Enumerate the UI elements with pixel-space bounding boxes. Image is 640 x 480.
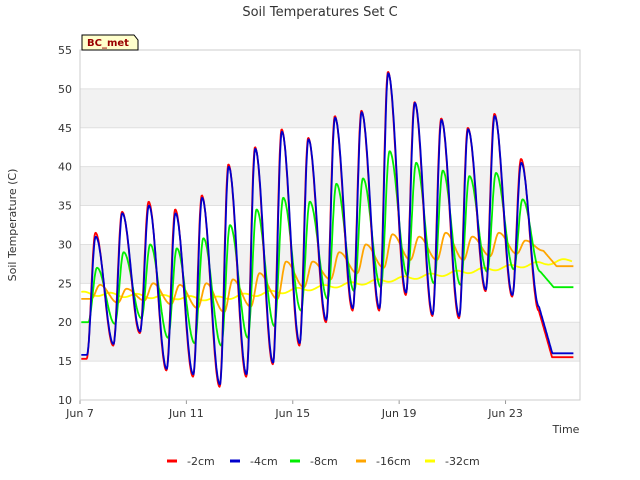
y-tick-label: 40: [58, 161, 72, 174]
legend-label: -16cm: [376, 455, 411, 468]
grid-band: [80, 361, 580, 400]
y-axis-label: Soil Temperature (C): [6, 169, 19, 282]
x-tick-label: Jun 19: [381, 407, 417, 420]
legend-item: -32cm: [425, 455, 480, 468]
y-tick-label: 55: [58, 44, 72, 57]
x-axis: Jun 7 Jun 11 Jun 15 Jun 19 Jun 23: [65, 400, 523, 420]
legend: -2cm -4cm -8cm -16cm -32cm: [167, 455, 480, 468]
legend-label: -8cm: [310, 455, 338, 468]
y-tick-label: 50: [58, 83, 72, 96]
series-line-minus-4cm: [81, 72, 574, 386]
grid-band: [80, 50, 580, 89]
x-tick-label: Jun 7: [65, 407, 94, 420]
plot-frame: [79, 49, 581, 401]
x-axis-label: Time: [552, 423, 580, 436]
legend-item: -8cm: [290, 455, 338, 468]
legend-item: -2cm: [167, 455, 215, 468]
grid-band: [80, 166, 580, 206]
grid-band: [80, 322, 580, 362]
y-tick-label: 10: [58, 394, 72, 407]
y-tick-label: 25: [58, 277, 72, 290]
x-tick-label: Jun 23: [487, 407, 523, 420]
y-tick-label: 20: [58, 316, 72, 329]
legend-label: -32cm: [445, 455, 480, 468]
series-lines: [81, 71, 574, 388]
legend-item: -4cm: [230, 455, 278, 468]
y-tick-label: 30: [58, 238, 72, 251]
legend-label: -2cm: [187, 455, 215, 468]
site-label-box: BC_met: [81, 34, 139, 51]
y-tick-label: 15: [58, 355, 72, 368]
series-line-minus-16cm: [81, 231, 574, 313]
site-label: BC_met: [87, 38, 129, 49]
y-tick-label: 35: [58, 200, 72, 213]
chart-title: Soil Temperatures Set C: [242, 5, 397, 20]
x-tick-label: Jun 11: [168, 407, 204, 420]
grid-band: [80, 88, 580, 128]
legend-label: -4cm: [250, 455, 278, 468]
x-tick-label: Jun 15: [274, 407, 310, 420]
grid-band: [80, 127, 580, 167]
y-tick-label: 45: [58, 122, 72, 135]
legend-item: -16cm: [356, 455, 411, 468]
